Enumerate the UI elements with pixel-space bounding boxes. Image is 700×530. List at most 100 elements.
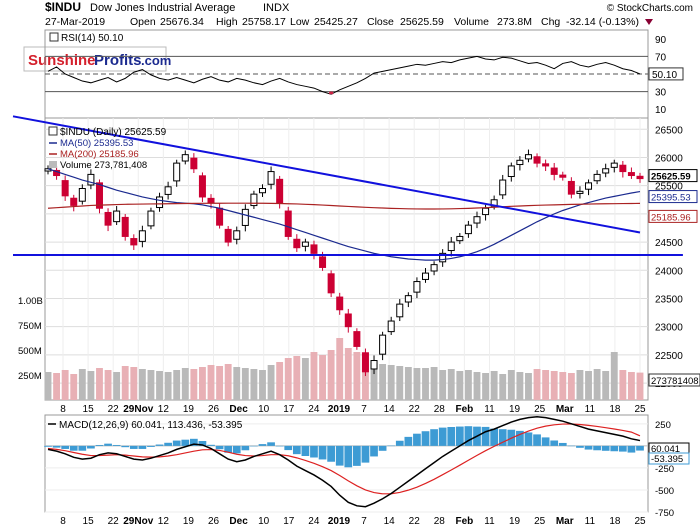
macd-histogram-bar xyxy=(61,445,70,449)
macd-histogram-bar xyxy=(155,444,164,446)
volume-label: Volume xyxy=(454,16,489,28)
price-last-value-box xyxy=(648,169,698,183)
candle-body xyxy=(413,281,421,293)
macd-histogram-bar xyxy=(464,426,473,446)
candle-body xyxy=(216,207,224,226)
volume-bar xyxy=(404,367,412,400)
candle-body xyxy=(130,238,138,246)
ma200-line xyxy=(47,202,641,210)
macd-histogram-bar xyxy=(541,437,550,446)
price-tick-label: 24000 xyxy=(655,266,683,277)
macd-histogram-bar xyxy=(292,445,301,455)
x-tick-label-bottom: 29Nov xyxy=(123,516,153,527)
volume-bar xyxy=(627,372,635,400)
candle-body xyxy=(344,313,352,328)
x-tick-label-bottom: 26 xyxy=(208,516,220,527)
open-label: Open xyxy=(130,16,156,28)
macd-last-value: -53.395 xyxy=(651,454,683,465)
volume-bar xyxy=(53,373,61,400)
change-value: -32.14 (-0.13%) xyxy=(566,16,639,28)
volume-bar xyxy=(267,365,275,400)
exchange-label: INDX xyxy=(263,2,290,14)
x-tick-label-top: 17 xyxy=(283,404,295,415)
candle-body xyxy=(396,303,404,318)
macd-tick-label: 250 xyxy=(655,420,671,431)
volume-bar xyxy=(499,374,507,400)
price-last-value-box xyxy=(648,209,698,223)
candle-body xyxy=(430,264,438,272)
macd-histogram-bar xyxy=(129,445,138,449)
macd-histogram-bar xyxy=(584,445,593,450)
x-tick-label-bottom: 11 xyxy=(484,516,495,527)
sunshine-profits-logo: Sunshine Profits .com xyxy=(23,46,171,72)
macd-histogram-bar xyxy=(232,445,241,454)
rsi-tick-label: 90 xyxy=(655,35,667,46)
trendline xyxy=(12,115,641,234)
rsi-tick-label: 10 xyxy=(655,105,667,116)
candle-body xyxy=(95,182,103,209)
volume-bar xyxy=(516,372,524,400)
macd-histogram-bar xyxy=(627,445,636,453)
rsi-legend-swatch xyxy=(49,32,59,42)
index-name: Dow Jones Industrial Average xyxy=(90,2,235,14)
macd-histogram-bar xyxy=(344,445,353,468)
volume-bar xyxy=(610,352,618,400)
candle-body xyxy=(319,256,327,268)
x-tick-label-top: 2019 xyxy=(328,404,351,415)
candle-body xyxy=(473,216,481,224)
candle-body xyxy=(241,208,249,226)
macd-histogram-bar xyxy=(610,445,619,452)
macd-histogram-bar xyxy=(413,433,421,446)
logo-text-domain: .com xyxy=(141,53,171,68)
macd-histogram-bar xyxy=(601,445,610,451)
macd-histogram-bar xyxy=(224,445,233,453)
x-tick-label-bottom: 22 xyxy=(409,516,421,527)
volume-bar xyxy=(576,370,584,400)
rsi-oversold-mark xyxy=(329,91,334,95)
volume-bar xyxy=(362,360,369,400)
volume-bar xyxy=(113,372,121,400)
macd-series xyxy=(44,416,644,508)
x-tick-label-bottom: 15 xyxy=(83,516,95,527)
candle-body xyxy=(542,163,550,167)
candle-body xyxy=(138,230,146,242)
low-value: 25425.27 xyxy=(314,16,358,28)
macd-histogram-bar xyxy=(284,445,293,451)
macd-histogram-bar xyxy=(87,445,95,449)
volume-bar xyxy=(525,373,532,400)
volume-bar xyxy=(138,369,146,400)
candle-body xyxy=(447,241,455,252)
candle-body xyxy=(422,272,430,280)
x-tick-label-top: 12 xyxy=(158,404,170,415)
close-label: Close xyxy=(367,16,394,28)
volume-bar xyxy=(567,373,575,400)
candle-body xyxy=(258,188,266,194)
candle-body xyxy=(516,159,524,166)
down-arrow-icon xyxy=(645,19,653,25)
candle-body xyxy=(336,296,344,311)
volume-bar xyxy=(181,368,189,400)
macd-histogram-bar xyxy=(550,440,559,446)
candle-body xyxy=(456,235,464,242)
macd-tick-label: -500 xyxy=(655,486,674,497)
macd-histogram-bar xyxy=(438,427,447,446)
candle-body xyxy=(70,197,78,206)
x-tick-label-top: 22 xyxy=(409,404,421,415)
macd-histogram-bar xyxy=(112,444,121,446)
macd-histogram-bar xyxy=(250,445,258,447)
candle-body xyxy=(164,186,172,195)
open-value: 25676.34 xyxy=(160,16,204,28)
macd-legend: MACD(12,26,9) 60.041, 113.436, -53.395 xyxy=(48,420,243,431)
macd-line xyxy=(47,416,641,508)
date-label: 27-Mar-2019 xyxy=(45,16,105,28)
x-tick-label-top: 24 xyxy=(308,404,320,415)
volume-bar xyxy=(413,368,421,400)
macd-histogram-bar xyxy=(275,445,284,447)
x-tick-label-top: 10 xyxy=(258,404,270,415)
x-tick-label-bottom: 25 xyxy=(634,516,646,527)
volume-bar xyxy=(216,366,224,400)
low-label: Low xyxy=(290,16,310,28)
candle-body xyxy=(593,173,601,182)
volume-bar xyxy=(284,358,292,400)
volume-bar xyxy=(44,372,52,400)
